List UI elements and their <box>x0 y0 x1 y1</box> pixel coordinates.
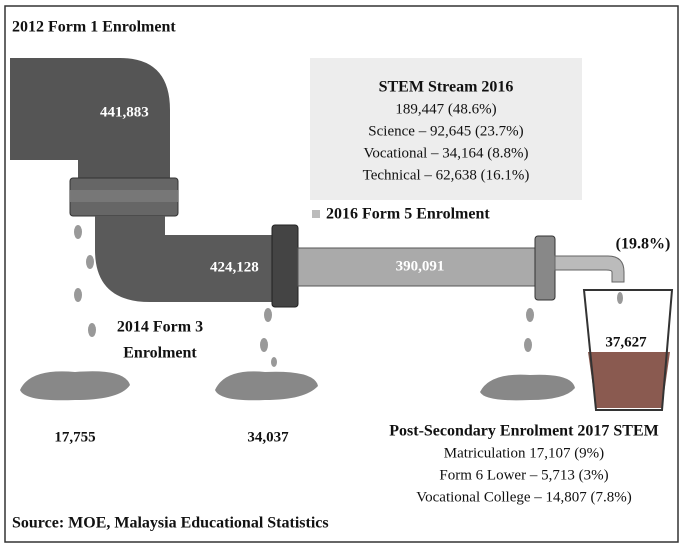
stem-line: Science – 92,645 (23.7%) <box>368 123 523 139</box>
infographic: 2012 Form 1 Enrolment STEM Stream 2016 1… <box>0 0 684 548</box>
stem-line: Vocational – 34,164 (8.8%) <box>363 145 528 161</box>
form5-marker <box>312 210 320 218</box>
puddle-label: 34,037 <box>247 429 289 445</box>
puddle-label: 17,755 <box>54 429 95 445</box>
post-title: Post-Secondary Enrolment 2017 STEM <box>389 423 658 440</box>
form3-label: Enrolment <box>123 345 197 362</box>
title: 2012 Form 1 Enrolment <box>12 19 176 36</box>
pipe-label: 424,128 <box>210 259 259 275</box>
form3-label: 2014 Form 3 <box>117 319 203 336</box>
pipe-label: 441,883 <box>100 104 149 120</box>
glass-liquid <box>588 352 670 408</box>
post-line: Matriculation 17,107 (9%) <box>444 445 604 461</box>
stem-line: 189,447 (48.6%) <box>395 101 496 117</box>
form5-label: 2016 Form 5 Enrolment <box>326 206 490 223</box>
glass-percent: (19.8%) <box>616 236 671 253</box>
stem-title: STEM Stream 2016 <box>379 79 514 96</box>
post-line: Form 6 Lower – 5,713 (3%) <box>439 467 608 483</box>
glass-value: 37,627 <box>605 334 647 350</box>
source: Source: MOE, Malaysia Educational Statis… <box>12 515 329 532</box>
stem-line: Technical – 62,638 (16.1%) <box>363 167 530 183</box>
pipe-label: 390,091 <box>396 258 445 274</box>
post-line: Vocational College – 14,807 (7.8%) <box>416 489 632 505</box>
